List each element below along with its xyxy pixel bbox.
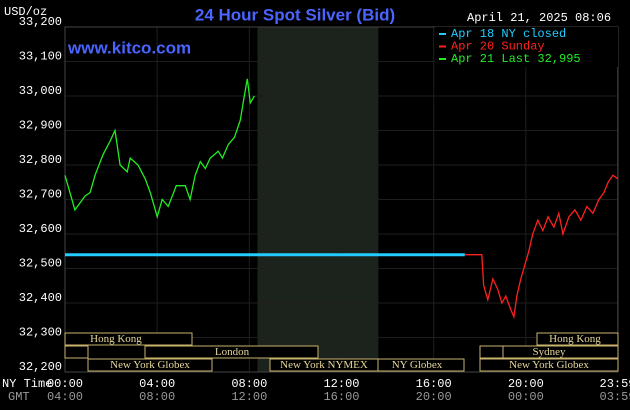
- session-label: NY Globex: [392, 359, 443, 371]
- x-tick-label: 20:00: [508, 377, 544, 391]
- session-box: [377, 358, 465, 372]
- session-label: New York Globex: [509, 359, 589, 371]
- x2-tick-label: 16:00: [323, 390, 359, 404]
- y-tick-label: 32,800: [19, 153, 62, 167]
- y-tick-label: 33,100: [19, 50, 62, 64]
- y-tick-label: 32,700: [19, 188, 62, 202]
- session-label: Sydney: [533, 346, 567, 358]
- site-label: www.kitco.com: [67, 38, 191, 57]
- session-box: [479, 345, 504, 359]
- legend-box: [435, 27, 618, 67]
- x-tick-label: 23:59: [600, 377, 630, 391]
- x-tick-label: 16:00: [416, 377, 452, 391]
- x-tick-label: 00:00: [47, 377, 83, 391]
- session-box: [479, 358, 619, 372]
- y-tick-label: 32,200: [19, 360, 62, 374]
- chart-title: 24 Hour Spot Silver (Bid): [195, 5, 395, 24]
- x-tick-label: 04:00: [139, 377, 175, 391]
- y-tick-label: 32,600: [19, 222, 62, 236]
- x-axis-label: NY Time: [2, 377, 52, 391]
- series-line: [464, 174, 619, 320]
- y-tick-label: 32,900: [19, 119, 62, 133]
- sessions: Hong Kong London New York Globex New Yor…: [64, 332, 619, 372]
- y-axis-label: USD/oz: [4, 5, 47, 19]
- x2-tick-label: 12:00: [231, 390, 267, 404]
- y-tick-label: 32,300: [19, 326, 62, 340]
- session-box: [64, 345, 89, 359]
- x2-tick-label: 04:00: [47, 390, 83, 404]
- y-tick-label: 33,000: [19, 84, 62, 98]
- session-box: [536, 332, 619, 346]
- timestamp: April 21, 2025 08:06: [467, 11, 611, 25]
- plot-frame: [64, 26, 619, 373]
- x2-tick-label: 03:59: [600, 390, 630, 404]
- legend-label: Apr 21 Last 32,995: [451, 52, 581, 66]
- y-tick-label: 32,400: [19, 291, 62, 305]
- session-label: New York Globex: [110, 359, 190, 371]
- legend-label: Apr 20 Sunday: [451, 40, 545, 54]
- session-box: [64, 332, 193, 346]
- session-box: [87, 358, 213, 372]
- x2-tick-label: 00:00: [508, 390, 544, 404]
- x2-tick-label: 08:00: [139, 390, 175, 404]
- session-label: Hong Kong: [549, 333, 601, 345]
- session-box: [144, 345, 319, 359]
- session-label: Hong Kong: [90, 333, 142, 345]
- session-box: [502, 345, 619, 359]
- series-line: [64, 78, 255, 220]
- x2-axis-label: GMT: [8, 390, 30, 404]
- session-label: London: [215, 346, 250, 358]
- session-label: New York NYMEX: [280, 359, 368, 371]
- y-tick-label: 33,200: [19, 15, 62, 29]
- y-tick-label: 32,500: [19, 257, 62, 271]
- legend-label: Apr 18 NY closed: [451, 27, 566, 41]
- x-tick-label: 08:00: [231, 377, 267, 391]
- x-tick-label: 12:00: [323, 377, 359, 391]
- plot-area: 32,200 32,300 32,400 32,500 32,600 32,700 32,8…: [19, 15, 630, 404]
- x2-tick-label: 20:00: [416, 390, 452, 404]
